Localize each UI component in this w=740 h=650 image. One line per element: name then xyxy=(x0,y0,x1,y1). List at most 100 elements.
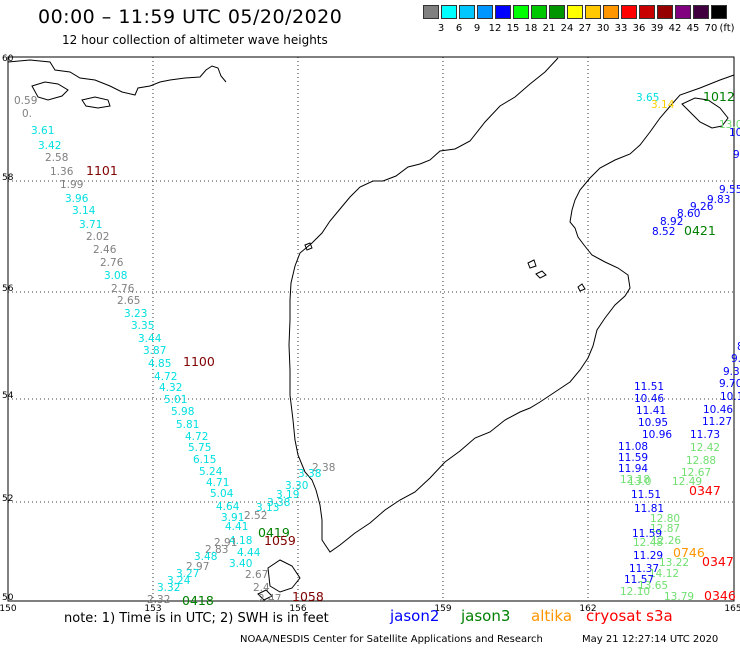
wave-height-reading: 2.65 xyxy=(117,295,140,307)
wave-height-reading: 11.57 xyxy=(624,574,654,586)
kuril-paramushir xyxy=(267,559,301,593)
scale-label: 12 xyxy=(488,23,502,34)
wave-height-reading: 2.4 xyxy=(253,582,270,594)
wave-height-reading: 2.47 xyxy=(258,593,281,605)
wave-height-reading: 3.61 xyxy=(31,125,54,137)
wave-height-reading: 9.83 xyxy=(707,194,730,206)
scale-label: 45 xyxy=(686,23,700,34)
wave-height-reading: 13.65 xyxy=(638,580,668,592)
kamchatka-coastline xyxy=(288,57,735,553)
scale-label: 36 xyxy=(632,23,646,34)
karaginsky-island xyxy=(681,97,729,129)
wave-height-reading: 8.60 xyxy=(677,208,700,220)
pass-time-label: 0418 xyxy=(182,593,214,608)
map-frame xyxy=(7,56,735,602)
wave-height-reading: 11.73 xyxy=(690,429,720,441)
scale-swatch xyxy=(549,5,565,19)
wave-height-reading: 4.64 xyxy=(216,501,240,513)
koni-peninsula xyxy=(31,81,69,101)
lon-tick-label: 159 xyxy=(434,604,451,614)
wave-height-reading: 12.67 xyxy=(681,467,711,479)
wave-height-reading: 4.72 xyxy=(154,371,177,383)
wave-height-reading: 3.71 xyxy=(79,219,102,231)
wave-height-reading: 8.52 xyxy=(652,226,675,238)
scale-swatch xyxy=(441,5,457,19)
graticule xyxy=(8,57,734,601)
wave-height-reading: 0. xyxy=(22,108,32,120)
pass-time-label: 0746 xyxy=(673,545,705,560)
scale-swatch xyxy=(639,5,655,19)
wave-height-reading: 11.59 xyxy=(618,452,648,464)
wave-height-reading: 5.81 xyxy=(176,419,199,431)
lat-tick-label: 58 xyxy=(2,173,14,183)
wave-height-reading: 3.19 xyxy=(276,489,299,501)
wave-height-reading: 14.12 xyxy=(649,568,679,580)
wave-height-reading: 5.24 xyxy=(199,466,223,478)
legend-altika: altika xyxy=(531,607,573,625)
scale-swatch xyxy=(657,5,673,19)
scale-swatch xyxy=(477,5,493,19)
scale-swatch xyxy=(693,5,709,19)
wave-height-reading: 11.51 xyxy=(634,381,664,393)
wave-height-reading: 12.80 xyxy=(650,513,680,525)
wave-height-reading: 3.38 xyxy=(267,497,290,509)
chart-title: 00:00 – 11:59 UTC 05/20/2020 xyxy=(38,6,343,28)
scale-swatch xyxy=(603,5,619,19)
wave-height-reading: 12.10 xyxy=(620,586,650,598)
small-islet-4 xyxy=(577,283,586,292)
wave-height-reading: 9.70 xyxy=(719,378,740,390)
lon-tick-label: 150 xyxy=(0,604,17,614)
chart-subtitle: 12 hour collection of altimeter wave hei… xyxy=(62,33,328,47)
wave-height-reading: 4.72 xyxy=(185,431,208,443)
wave-height-reading: 4.71 xyxy=(206,477,229,489)
wave-height-reading: 5.98 xyxy=(171,406,194,418)
wave-height-reading: 5.75 xyxy=(188,442,211,454)
wave-height-reading: 3.42 xyxy=(38,140,61,152)
wave-height-reading: 4.44 xyxy=(237,547,261,559)
wave-height-reading: 3.38 xyxy=(298,468,321,480)
wave-height-reading: 3.13 xyxy=(256,502,279,514)
pass-time-label: 0421 xyxy=(684,223,716,238)
wave-height-reading: 3.40 xyxy=(229,558,252,570)
wave-height-reading: 11.41 xyxy=(636,405,666,417)
wave-height-reading: 11.59 xyxy=(632,528,662,540)
wave-height-reading: 2.58 xyxy=(45,152,68,164)
wave-height-reading: 11.37 xyxy=(629,563,659,575)
wave-height-reading: 2.83 xyxy=(205,544,228,556)
scale-label: 42 xyxy=(668,23,682,34)
wave-height-reading: 3.24 xyxy=(167,575,191,587)
pass-time-label: 1100 xyxy=(183,354,215,369)
small-islet-2 xyxy=(535,270,547,279)
generated-timestamp: May 21 12:27:14 UTC 2020 xyxy=(582,634,719,645)
pass-time-label: 1101 xyxy=(86,163,118,178)
wave-height-reading: 3.48 xyxy=(194,551,217,563)
pass-time-label: 0347 xyxy=(689,483,721,498)
wave-height-reading: 0.59 xyxy=(14,95,37,107)
lat-tick-label: 60 xyxy=(2,54,14,64)
wave-height-reading: 4.41 xyxy=(225,521,248,533)
lat-tick-label: 56 xyxy=(2,284,14,294)
pass-time-label: 0346 xyxy=(704,588,736,603)
sakhalin-bay-island xyxy=(81,96,111,109)
pass-time-label: 1012 xyxy=(703,89,735,104)
wave-height-reading: 3.91 xyxy=(221,512,244,524)
wave-height-reading: 3.96 xyxy=(65,193,89,205)
scale-label: 21 xyxy=(542,23,556,34)
lat-tick-label: 54 xyxy=(2,391,14,401)
wave-height-reading: 3.23 xyxy=(124,308,147,320)
scale-label: 39 xyxy=(650,23,664,34)
scale-label: 18 xyxy=(524,23,538,34)
wave-height-reading: 2.38 xyxy=(312,462,335,474)
pass-time-label: 1059 xyxy=(264,533,296,548)
wave-height-reading: 2.02 xyxy=(86,231,109,243)
wave-height-reading: 10.18 xyxy=(720,391,740,403)
wave-height-reading: 5.01 xyxy=(164,394,187,406)
wave-height-reading: 13.09 xyxy=(719,119,740,131)
kuril-shumshu xyxy=(257,589,273,601)
scale-label: 70 xyxy=(704,23,718,34)
wave-height-reading: 2.76 xyxy=(100,257,124,269)
wave-height-reading: 3.65 xyxy=(636,92,659,104)
wave-height-reading: 13.22 xyxy=(659,557,689,569)
scale-swatch xyxy=(423,5,439,19)
